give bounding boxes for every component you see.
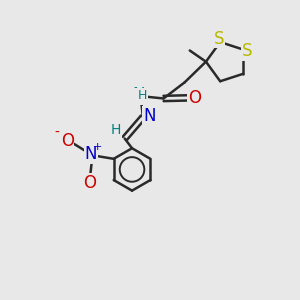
Text: N: N xyxy=(133,86,146,104)
Text: O: O xyxy=(188,89,201,107)
Text: S: S xyxy=(242,42,252,60)
Text: H: H xyxy=(111,123,121,137)
Text: N: N xyxy=(85,145,97,163)
Text: +: + xyxy=(93,142,103,152)
Text: S: S xyxy=(214,29,224,47)
Text: N: N xyxy=(143,107,156,125)
Text: H: H xyxy=(130,89,148,102)
Text: O: O xyxy=(84,174,97,192)
Text: -: - xyxy=(55,126,60,140)
Text: O: O xyxy=(61,133,74,151)
